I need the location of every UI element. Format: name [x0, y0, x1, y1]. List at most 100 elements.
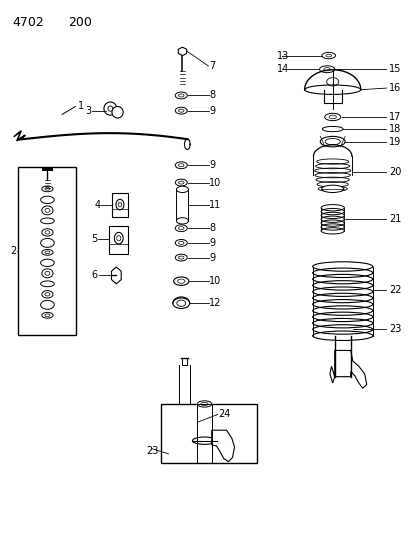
Ellipse shape	[40, 281, 54, 287]
Ellipse shape	[197, 401, 212, 407]
Text: 200: 200	[68, 16, 92, 29]
Ellipse shape	[175, 162, 187, 168]
Ellipse shape	[179, 109, 184, 112]
Ellipse shape	[178, 279, 185, 283]
Text: 12: 12	[209, 298, 222, 308]
Ellipse shape	[40, 218, 54, 224]
Ellipse shape	[179, 256, 184, 259]
Text: 19: 19	[389, 136, 401, 147]
Bar	[112, 193, 128, 217]
Text: 9: 9	[209, 160, 216, 170]
Ellipse shape	[42, 290, 53, 298]
Ellipse shape	[40, 238, 54, 247]
Text: 1: 1	[78, 101, 84, 111]
Polygon shape	[212, 430, 234, 462]
Ellipse shape	[329, 115, 336, 119]
Ellipse shape	[179, 94, 184, 97]
Ellipse shape	[42, 269, 53, 278]
Ellipse shape	[116, 199, 124, 210]
Text: 21: 21	[389, 214, 401, 224]
Ellipse shape	[45, 293, 50, 296]
Ellipse shape	[42, 206, 53, 215]
Text: 9: 9	[209, 106, 216, 116]
Ellipse shape	[193, 437, 216, 445]
Ellipse shape	[322, 52, 335, 59]
Text: 23: 23	[146, 446, 159, 456]
Ellipse shape	[177, 300, 186, 306]
Text: 3: 3	[85, 106, 92, 116]
Ellipse shape	[179, 241, 184, 245]
Ellipse shape	[174, 277, 189, 285]
Ellipse shape	[40, 196, 54, 204]
Ellipse shape	[45, 188, 50, 190]
Text: 9: 9	[209, 238, 216, 248]
Text: 22: 22	[389, 285, 401, 295]
Ellipse shape	[325, 139, 340, 145]
Text: 15: 15	[389, 64, 401, 74]
Ellipse shape	[325, 114, 341, 120]
Polygon shape	[112, 267, 121, 284]
Ellipse shape	[179, 181, 184, 184]
Text: 16: 16	[389, 83, 401, 93]
Ellipse shape	[42, 249, 53, 255]
Ellipse shape	[42, 186, 53, 192]
Ellipse shape	[324, 68, 330, 71]
Text: 9: 9	[209, 253, 216, 263]
Ellipse shape	[201, 402, 208, 406]
Polygon shape	[330, 350, 367, 388]
Text: 20: 20	[389, 167, 401, 177]
Ellipse shape	[45, 251, 50, 254]
Text: 13: 13	[276, 51, 289, 61]
Text: 14: 14	[276, 64, 289, 74]
Ellipse shape	[326, 54, 332, 57]
Text: 7: 7	[209, 61, 216, 71]
Text: 17: 17	[389, 112, 401, 122]
Ellipse shape	[175, 239, 187, 246]
Ellipse shape	[118, 202, 122, 207]
Ellipse shape	[176, 217, 189, 224]
Text: 10: 10	[209, 276, 222, 286]
Bar	[109, 225, 128, 254]
Ellipse shape	[320, 136, 345, 147]
Ellipse shape	[108, 106, 113, 111]
Ellipse shape	[173, 298, 190, 309]
Ellipse shape	[42, 229, 53, 236]
Bar	[18, 167, 76, 335]
Ellipse shape	[319, 66, 335, 72]
Ellipse shape	[179, 227, 184, 230]
Polygon shape	[178, 47, 187, 55]
Ellipse shape	[322, 126, 343, 132]
Ellipse shape	[175, 107, 187, 114]
Ellipse shape	[45, 208, 50, 212]
Ellipse shape	[175, 92, 187, 99]
Ellipse shape	[45, 231, 50, 234]
Ellipse shape	[175, 179, 187, 186]
Ellipse shape	[117, 236, 121, 241]
Ellipse shape	[45, 271, 50, 276]
Bar	[176, 189, 189, 221]
Ellipse shape	[305, 85, 361, 94]
Text: 18: 18	[389, 124, 401, 134]
Ellipse shape	[179, 164, 184, 167]
Ellipse shape	[176, 186, 189, 192]
Ellipse shape	[40, 300, 54, 309]
Text: 4702: 4702	[12, 16, 44, 29]
Text: 4: 4	[94, 199, 100, 209]
Text: 11: 11	[209, 200, 222, 210]
Ellipse shape	[175, 225, 187, 232]
Ellipse shape	[175, 254, 187, 261]
Ellipse shape	[115, 232, 123, 244]
Bar	[161, 404, 257, 463]
Ellipse shape	[104, 102, 117, 115]
Ellipse shape	[42, 312, 53, 318]
Ellipse shape	[112, 107, 123, 118]
Text: 10: 10	[209, 177, 222, 188]
Text: 8: 8	[209, 223, 216, 233]
Text: 23: 23	[389, 325, 401, 335]
Text: 5: 5	[91, 234, 97, 244]
Text: 2: 2	[10, 246, 16, 256]
Text: 6: 6	[92, 270, 98, 280]
Ellipse shape	[45, 314, 50, 317]
Ellipse shape	[40, 259, 54, 266]
Text: 8: 8	[209, 91, 216, 100]
